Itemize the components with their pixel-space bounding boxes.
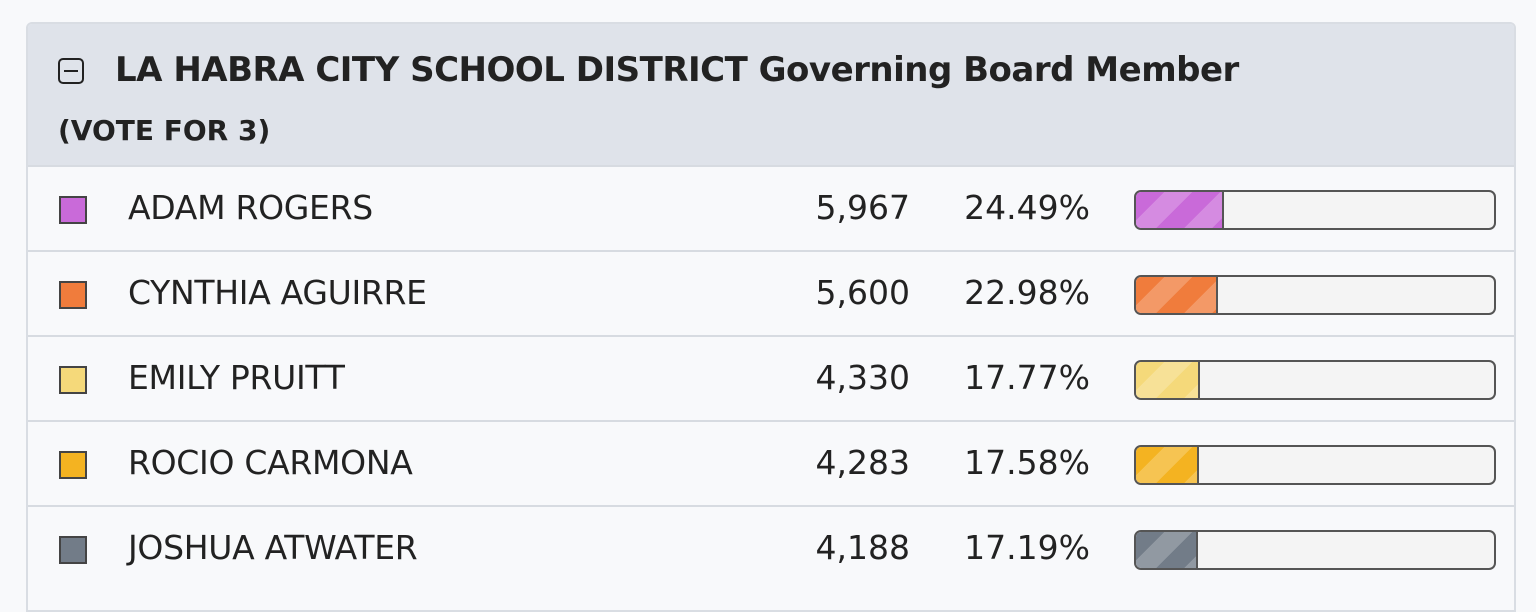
vote-share-fill	[1136, 532, 1198, 568]
candidate-name: EMILY PRUITT	[128, 358, 345, 397]
color-swatch	[59, 281, 87, 309]
vote-share-fill	[1136, 447, 1199, 483]
color-swatch	[59, 451, 87, 479]
contest-card: LA HABRA CITY SCHOOL DISTRICT Governing …	[26, 22, 1516, 612]
vote-percent: 17.19%	[964, 528, 1090, 567]
color-swatch	[59, 366, 87, 394]
candidate-row: ROCIO CARMONA 4,283 17.58%	[28, 420, 1514, 505]
vote-percent: 24.49%	[964, 188, 1090, 227]
vote-count: 5,967	[815, 188, 910, 227]
candidate-row: CYNTHIA AGUIRRE 5,600 22.98%	[28, 250, 1514, 335]
vote-share-bar	[1134, 190, 1496, 230]
candidate-row: EMILY PRUITT 4,330 17.77%	[28, 335, 1514, 420]
vote-count: 5,600	[815, 273, 910, 312]
vote-share-fill	[1136, 192, 1224, 228]
candidate-name: ADAM ROGERS	[128, 188, 373, 227]
vote-percent: 17.58%	[964, 443, 1090, 482]
vote-percent: 22.98%	[964, 273, 1090, 312]
contest-title: LA HABRA CITY SCHOOL DISTRICT Governing …	[115, 50, 1239, 90]
vote-percent: 17.77%	[964, 358, 1090, 397]
vote-count: 4,283	[815, 443, 910, 482]
color-swatch	[59, 536, 87, 564]
candidate-row: JOSHUA ATWATER 4,188 17.19%	[28, 505, 1514, 590]
vote-share-bar	[1134, 445, 1496, 485]
vote-share-bar	[1134, 530, 1496, 570]
color-swatch	[59, 196, 87, 224]
vote-share-bar	[1134, 275, 1496, 315]
vote-count: 4,188	[815, 528, 910, 567]
vote-share-bar	[1134, 360, 1496, 400]
candidate-name: ROCIO CARMONA	[128, 443, 413, 482]
candidate-name: JOSHUA ATWATER	[128, 528, 418, 567]
contest-subtitle: (VOTE FOR 3)	[58, 114, 271, 147]
candidate-name: CYNTHIA AGUIRRE	[128, 273, 427, 312]
collapse-icon[interactable]	[58, 58, 84, 84]
contest-header: LA HABRA CITY SCHOOL DISTRICT Governing …	[28, 24, 1514, 165]
vote-share-fill	[1136, 277, 1219, 313]
vote-share-fill	[1136, 362, 1200, 398]
vote-count: 4,330	[815, 358, 910, 397]
candidate-row: ADAM ROGERS 5,967 24.49%	[28, 165, 1514, 250]
